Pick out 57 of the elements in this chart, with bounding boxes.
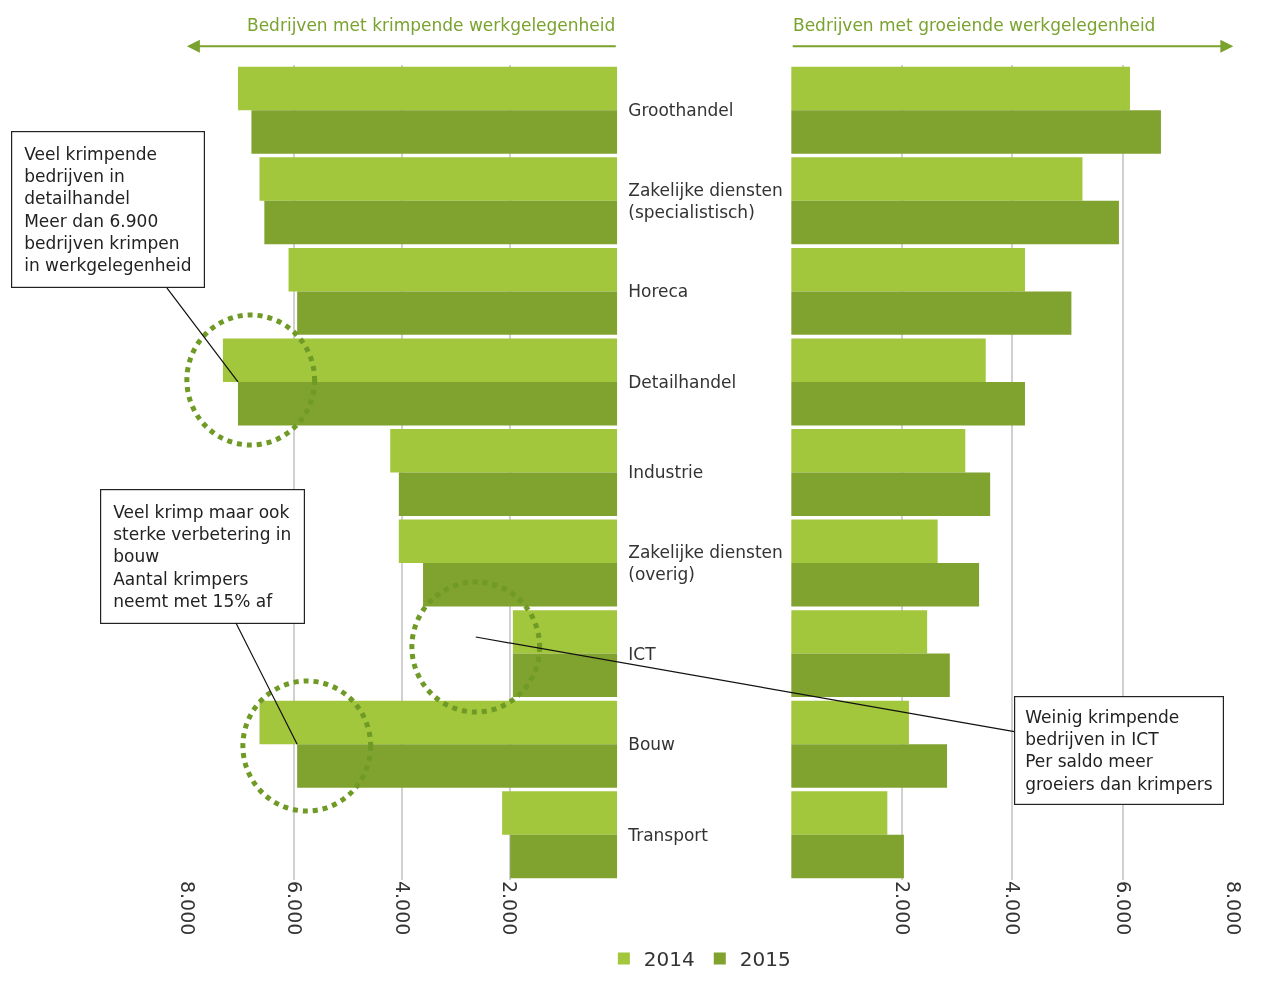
chart-title: Bedrijven met krimpende werkgelegenheid (247, 15, 616, 35)
bar (791, 653, 950, 698)
legend-label: 2015 (739, 947, 791, 972)
bar (510, 834, 618, 879)
bar (222, 338, 618, 382)
category-label: Horeca (628, 281, 689, 302)
category-label: Groothandel (628, 100, 734, 121)
category-label: Zakelijke diensten (specialistisch) (628, 179, 783, 222)
x-tick-label: 8.000 (176, 881, 199, 936)
bar (398, 472, 618, 516)
bar (502, 791, 618, 835)
bar (423, 563, 618, 607)
x-tick-label: 4.000 (391, 881, 414, 936)
category-label: ICT (628, 643, 656, 664)
bar (791, 381, 1025, 426)
bar (791, 157, 1083, 201)
chart-title: Bedrijven met groeiende werkgelegenheid (793, 15, 1156, 35)
bar (791, 247, 1025, 292)
annotation: Weinig krimpende bedrijven in ICT Per saldo meer groeiers dan krimpers (1025, 707, 1213, 794)
bar (251, 110, 618, 154)
category-label: Transport (628, 824, 709, 845)
category-label: Zakelijke diensten (overig) (628, 541, 783, 585)
x-tick-label: 4.000 (1002, 881, 1025, 936)
category-label: Industrie (628, 462, 704, 483)
bar (390, 429, 618, 473)
bar (791, 110, 1161, 154)
category-label: Detailhandel (628, 371, 737, 392)
bar (791, 338, 986, 382)
annotation: Veel krimpende bedrijven in detailhandel Meer dan 6.900 bedrijven krimpen in werkgelegenheid (24, 144, 192, 275)
bar (791, 291, 1072, 335)
bar (297, 744, 618, 788)
annotation: Veel krimp maar ook sterke verbetering in bouw Aantal krimpers neemt met 15% af (113, 502, 292, 611)
bar (791, 200, 1119, 245)
bar (791, 429, 966, 473)
bar (791, 519, 938, 564)
bar (791, 791, 888, 835)
x-tick-label: 2.000 (891, 881, 914, 936)
x-tick-label: 6.000 (1112, 881, 1135, 936)
bar (259, 157, 618, 201)
bar (398, 519, 618, 564)
bar (791, 700, 909, 745)
category-label: Bouw (628, 734, 675, 755)
bar (791, 472, 991, 516)
bar (512, 610, 618, 654)
bar (297, 291, 618, 335)
x-tick-label: 2.000 (499, 881, 522, 936)
bar (791, 563, 980, 607)
bar (237, 66, 618, 111)
x-tick-label: 6.000 (284, 881, 307, 936)
bar (791, 744, 948, 788)
bar (264, 200, 618, 245)
bar (791, 66, 1130, 111)
bar (791, 834, 904, 879)
legend-label: 2014 (643, 947, 695, 972)
bar (791, 610, 928, 654)
bar (288, 247, 618, 292)
x-tick-label: 8.000 (1223, 881, 1246, 936)
